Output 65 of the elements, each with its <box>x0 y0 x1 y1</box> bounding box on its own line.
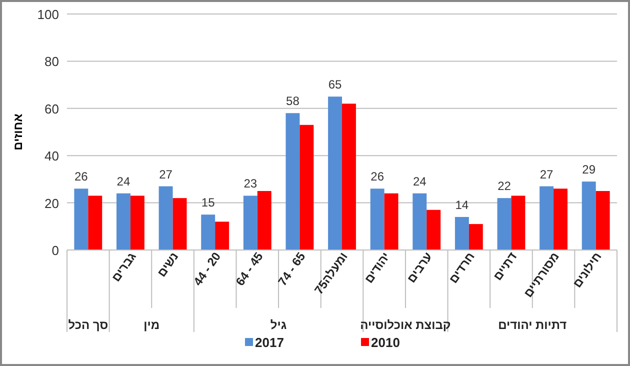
bar <box>497 198 512 250</box>
text: מין <box>144 318 160 332</box>
bar <box>286 113 300 250</box>
y-tick-label: 100 <box>37 7 59 22</box>
y-tick-label: 40 <box>44 148 59 164</box>
bar <box>300 124 314 250</box>
data-label: 24 <box>116 174 130 188</box>
bar <box>116 193 130 250</box>
bar <box>201 214 216 250</box>
data-label: 24 <box>412 174 427 188</box>
bar <box>370 188 384 250</box>
x-tick-label: חילונים <box>570 250 604 290</box>
x-tick-label: נשים <box>154 250 182 280</box>
x-tick-label: דתיים <box>490 250 520 284</box>
bar <box>412 193 427 250</box>
x-tick-label: 44 - 20 <box>190 249 224 288</box>
text: סך הכל <box>68 318 108 332</box>
bar <box>582 182 596 250</box>
x-tick-label: מסורתיים <box>520 250 562 300</box>
data-label: 27 <box>159 167 173 182</box>
text: קבוצת אוכלוסייה <box>360 318 451 332</box>
x-tick-label: 75ומעלה <box>312 250 350 297</box>
bar <box>257 191 272 250</box>
x-tick-label: חרדים <box>446 250 478 286</box>
data-label: 23 <box>244 176 258 191</box>
x-tick-label: 74 - 65 <box>275 249 308 288</box>
y-tick-label: 0 <box>52 243 59 258</box>
bar <box>215 222 230 250</box>
bar <box>158 186 173 250</box>
x-tick-label: יהודים <box>362 250 393 286</box>
data-label: 58 <box>286 94 300 108</box>
bar <box>74 188 88 250</box>
data-label: 26 <box>74 170 88 184</box>
bar <box>468 224 483 250</box>
bar <box>426 210 441 250</box>
legend-label: 2017 <box>255 335 284 350</box>
y-tick-label: 20 <box>44 196 59 211</box>
text: דתיות יהודים <box>498 318 567 332</box>
bar <box>596 191 610 250</box>
x-tick-label: גברים <box>108 249 140 284</box>
data-label: 15 <box>201 196 216 210</box>
bar <box>384 193 398 250</box>
bar <box>172 198 187 250</box>
bar <box>454 216 469 250</box>
bar <box>243 196 258 250</box>
y-tick-label: 60 <box>44 101 59 116</box>
bar <box>130 196 144 250</box>
legend-label: 2010 <box>371 335 400 350</box>
bar <box>511 196 526 250</box>
y-axis-title: אחוזים <box>11 114 25 150</box>
bar <box>88 196 102 250</box>
y-tick-label: 80 <box>44 54 59 70</box>
data-label: 14 <box>455 198 469 212</box>
bar <box>554 188 568 250</box>
data-label: 22 <box>498 179 512 194</box>
data-label: 27 <box>540 167 554 182</box>
data-label: 29 <box>582 162 596 177</box>
text: גיל <box>270 318 287 332</box>
x-tick-label: ערבים <box>404 250 436 286</box>
data-label: 26 <box>370 170 384 184</box>
bar <box>540 186 554 250</box>
bar <box>328 96 342 250</box>
x-tick-label: 64 - 45 <box>232 249 266 288</box>
data-label: 65 <box>328 78 342 92</box>
bar <box>342 104 356 250</box>
